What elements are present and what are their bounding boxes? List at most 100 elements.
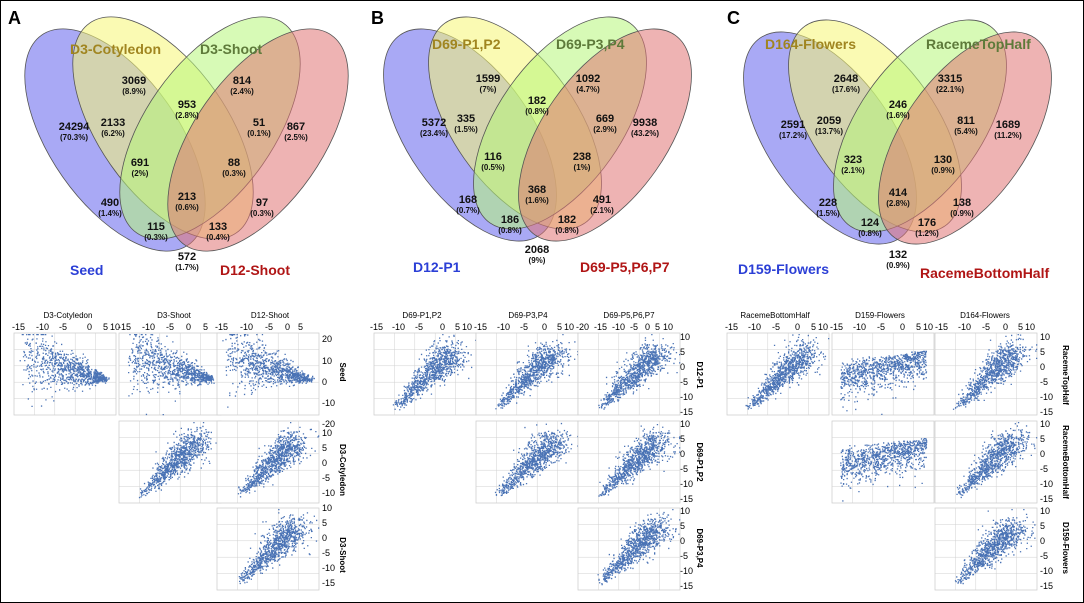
svg-text:0: 0 [680, 536, 685, 546]
svg-text:-5: -5 [772, 322, 780, 332]
svg-text:-10: -10 [240, 322, 253, 332]
svg-text:(13.7%): (13.7%) [815, 127, 843, 136]
scatter-matrix-c: RacemeBottomHalf D159-Flowers D164-Flowe… [725, 311, 1070, 591]
y-axis-ticks: 20 10 0 -10 -20 10 5 0 -5 -10 10 5 0 -5 … [322, 334, 335, 588]
svg-text:0: 0 [322, 533, 327, 543]
scatter-cell [577, 420, 681, 504]
svg-text:0: 0 [322, 377, 327, 387]
svg-text:(0.3%): (0.3%) [222, 169, 246, 178]
svg-text:-5: -5 [520, 322, 528, 332]
svg-text:-5: -5 [680, 464, 688, 474]
svg-text:10: 10 [1040, 419, 1050, 429]
scatter-row-label: D69-P1,P2 [695, 442, 704, 482]
scatter-cell [373, 332, 477, 416]
svg-text:-15: -15 [370, 322, 383, 332]
venn-region: 97(0.3%) [250, 197, 274, 218]
svg-text:10: 10 [818, 322, 828, 332]
venn-diagram-b: D69-P1,P2 D69-P3,P4 D12-P1 D69-P5,P6,P7 … [383, 16, 692, 275]
venn-label-d3-cotyledon: D3-Cotyledon [70, 41, 161, 57]
venn-region: 867(2.5%) [284, 121, 308, 142]
svg-text:(0.9%): (0.9%) [950, 209, 974, 218]
svg-text:(1.6%): (1.6%) [525, 196, 549, 205]
venn-region: 238(1%) [573, 151, 591, 172]
svg-text:(0.8%): (0.8%) [498, 226, 522, 235]
svg-text:814: 814 [233, 75, 252, 87]
svg-text:5: 5 [322, 443, 327, 453]
svg-text:-10: -10 [680, 392, 693, 402]
svg-text:0: 0 [1003, 322, 1008, 332]
svg-text:(0.8%): (0.8%) [555, 226, 579, 235]
venn-region: 2648(17.6%) [832, 73, 860, 94]
svg-text:3069: 3069 [122, 75, 146, 87]
scatter-col-title: D3-Cotyledon [44, 311, 93, 320]
svg-text:-10: -10 [36, 322, 49, 332]
venn-region: 811(5.4%) [954, 115, 978, 136]
svg-text:(22.1%): (22.1%) [936, 85, 964, 94]
scatter-cell [726, 332, 830, 416]
venn-ellipse-d12-shoot [167, 28, 349, 252]
venn-label-d69-p5p6p7: D69-P5,P6,P7 [580, 259, 670, 275]
svg-text:0: 0 [645, 322, 650, 332]
svg-text:5: 5 [203, 322, 208, 332]
svg-text:0: 0 [186, 322, 191, 332]
svg-text:1599: 1599 [476, 73, 500, 85]
svg-text:0: 0 [1040, 536, 1045, 546]
venn-label-raceme-top-half: RacemeTopHalf [926, 36, 1031, 52]
svg-text:138: 138 [953, 197, 971, 209]
svg-text:-15: -15 [680, 581, 693, 591]
svg-text:130: 130 [934, 154, 952, 166]
venn-region: 572(1.7%) [175, 251, 199, 272]
svg-text:5: 5 [1018, 322, 1023, 332]
venn-label-seed: Seed [70, 262, 103, 278]
svg-text:-10: -10 [680, 479, 693, 489]
svg-text:-10: -10 [958, 322, 971, 332]
venn-diagram-a: D3-Cotyledon D3-Shoot Seed D12-Shoot 242… [24, 16, 349, 278]
svg-text:-10: -10 [322, 398, 335, 408]
venn-region: 2059(13.7%) [815, 115, 843, 136]
svg-text:-15: -15 [474, 322, 487, 332]
svg-text:414: 414 [889, 187, 908, 199]
venn-label-d69-p1p2: D69-P1,P2 [432, 36, 501, 52]
scatter-col-title: D159-Flowers [855, 311, 905, 320]
svg-text:(0.3%): (0.3%) [250, 209, 274, 218]
scatter-col-title: D69-P1,P2 [402, 311, 442, 320]
scatter-cell [577, 507, 681, 591]
svg-text:116: 116 [484, 151, 502, 163]
svg-text:5: 5 [1040, 347, 1045, 357]
venn-region: 51(0.1%) [247, 117, 271, 138]
svg-text:228: 228 [819, 197, 837, 209]
svg-text:(1.5%): (1.5%) [816, 209, 840, 218]
svg-text:811: 811 [957, 115, 975, 127]
svg-text:2068: 2068 [525, 244, 549, 256]
venn-region: 9938(43.2%) [631, 117, 659, 138]
venn-region: 368(1.6%) [525, 184, 549, 205]
scatter-cell [13, 332, 117, 416]
venn-region: 490(1.4%) [98, 197, 122, 218]
svg-text:51: 51 [253, 117, 265, 129]
svg-text:5: 5 [557, 322, 562, 332]
scatter-row-label: Seed [338, 362, 347, 381]
svg-text:5: 5 [680, 521, 685, 531]
venn-region: 814(2.4%) [230, 75, 254, 96]
svg-text:-5: -5 [1040, 464, 1048, 474]
venn-region: 246(1.6%) [886, 99, 910, 120]
svg-text:(43.2%): (43.2%) [631, 129, 659, 138]
venn-region: 133(0.4%) [206, 221, 230, 242]
svg-text:-15: -15 [215, 322, 228, 332]
venn-region: 691(2%) [131, 157, 149, 178]
svg-text:-10: -10 [392, 322, 405, 332]
venn-region: 5372(23.4%) [420, 117, 448, 138]
svg-text:491: 491 [593, 194, 611, 206]
svg-text:2591: 2591 [781, 119, 805, 131]
svg-text:1092: 1092 [576, 73, 600, 85]
svg-text:-10: -10 [1040, 479, 1053, 489]
svg-text:0: 0 [542, 322, 547, 332]
svg-text:-5: -5 [415, 322, 423, 332]
svg-text:-5: -5 [680, 377, 688, 387]
svg-text:3315: 3315 [938, 73, 962, 85]
scatter-col-title: D69-P3,P4 [508, 311, 548, 320]
venn-region: 228(1.5%) [816, 197, 840, 218]
x-axis-ticks: -15 -10 -5 0 5 10 10-15 -15 -10 -5 0 5 -15 -10 -5 0 5… [12, 322, 303, 332]
venn-region: 3315(22.1%) [936, 73, 964, 94]
scatter-row-label: RacemeBottomHalf [1061, 425, 1070, 499]
